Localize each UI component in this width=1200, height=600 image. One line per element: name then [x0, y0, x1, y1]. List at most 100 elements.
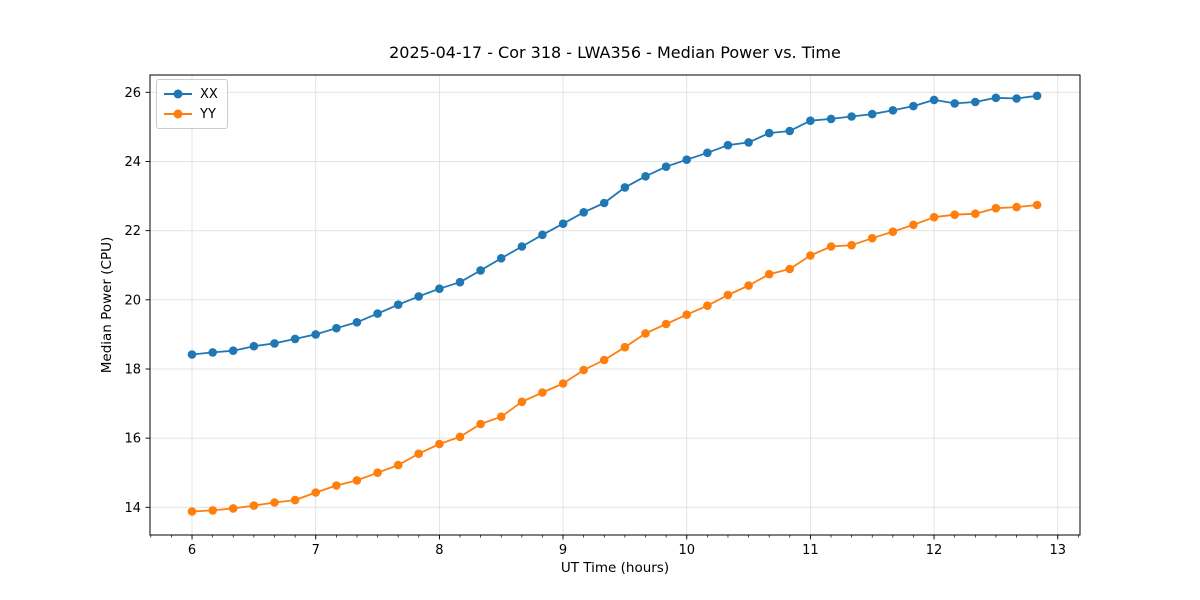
data-point-xx — [991, 93, 1001, 103]
data-point-xx — [208, 348, 217, 357]
data-point-xx — [599, 198, 609, 208]
data-point-xx — [971, 97, 980, 107]
data-point-yy — [620, 342, 630, 352]
data-point-yy — [352, 476, 362, 485]
data-point-xx — [249, 341, 259, 351]
data-point-yy — [723, 290, 733, 300]
data-point-yy — [867, 233, 877, 243]
data-point-xx — [373, 309, 382, 318]
data-point-yy — [558, 379, 568, 388]
data-point-xx — [538, 230, 547, 240]
chart-title: 2025-04-17 - Cor 318 - LWA356 - Median P… — [389, 43, 841, 62]
data-point-yy — [538, 388, 547, 397]
data-point-xx — [393, 300, 403, 310]
x-tick-label: 12 — [926, 543, 943, 558]
data-point-xx — [950, 99, 959, 108]
data-point-xx — [847, 112, 856, 121]
data-point-xx — [764, 128, 774, 138]
data-point-xx — [579, 208, 588, 217]
data-point-yy — [929, 212, 939, 222]
data-point-xx — [290, 334, 300, 344]
data-point-xx — [867, 109, 877, 119]
data-point-yy — [208, 506, 217, 515]
data-point-xx — [414, 292, 424, 301]
data-point-yy — [435, 439, 444, 449]
legend-marker-xx-icon — [164, 89, 192, 100]
data-point-yy — [950, 210, 959, 219]
x-axis-label: UT Time (hours) — [560, 560, 670, 576]
data-point-xx — [744, 138, 753, 147]
data-point-xx — [1032, 91, 1042, 101]
legend-marker-yy-icon — [164, 109, 192, 120]
y-axis-label: Median Power (CPU) — [99, 236, 115, 374]
data-point-xx — [187, 350, 197, 359]
data-point-xx — [826, 114, 836, 124]
y-tick-label: 22 — [124, 224, 141, 239]
data-point-xx — [909, 101, 918, 111]
data-point-xx — [888, 106, 898, 115]
data-point-yy — [599, 355, 609, 365]
data-point-yy — [785, 264, 794, 274]
data-point-yy — [1032, 200, 1042, 210]
y-tick-label: 14 — [124, 501, 141, 516]
data-point-yy — [909, 220, 918, 230]
y-tick-label: 20 — [124, 293, 141, 308]
data-point-xx — [311, 330, 321, 339]
data-point-xx — [270, 339, 279, 348]
axes-spines — [149, 74, 1081, 536]
data-point-xx — [332, 323, 341, 333]
x-tick-label: 13 — [1049, 543, 1066, 558]
x-tick-label: 6 — [188, 543, 196, 558]
data-point-xx — [455, 277, 465, 287]
x-tick-label: 11 — [802, 543, 819, 558]
data-point-yy — [249, 501, 259, 510]
data-point-yy — [991, 203, 1001, 213]
data-point-yy — [641, 329, 650, 338]
data-point-yy — [311, 488, 321, 497]
y-tick-label: 18 — [124, 362, 141, 377]
data-point-yy — [496, 412, 506, 422]
data-point-yy — [826, 242, 836, 251]
x-tick-label: 7 — [312, 543, 320, 558]
data-point-xx — [785, 126, 794, 136]
data-point-xx — [929, 95, 939, 105]
data-point-yy — [847, 240, 856, 250]
data-point-yy — [228, 504, 238, 513]
data-point-yy — [290, 495, 300, 505]
data-point-yy — [517, 397, 527, 407]
data-point-yy — [682, 310, 691, 320]
data-point-xx — [435, 284, 444, 294]
data-point-yy — [661, 319, 671, 329]
data-point-yy — [888, 227, 898, 236]
data-point-yy — [455, 432, 465, 442]
data-point-yy — [414, 449, 424, 459]
data-point-xx — [682, 155, 691, 164]
data-point-xx — [703, 148, 712, 158]
data-point-yy — [764, 269, 774, 279]
legend-item: YY — [164, 104, 218, 124]
data-point-xx — [496, 253, 506, 263]
data-point-xx — [641, 172, 650, 181]
data-point-yy — [332, 481, 341, 490]
data-point-xx — [558, 219, 568, 228]
y-tick-label: 26 — [124, 86, 141, 101]
data-point-xx — [228, 346, 238, 356]
y-tick-label: 16 — [124, 432, 141, 447]
legend-label: YY — [200, 106, 216, 122]
data-point-yy — [393, 460, 403, 470]
legend-item: XX — [164, 84, 218, 104]
data-point-xx — [517, 242, 527, 251]
x-tick-label: 9 — [559, 543, 567, 558]
y-tick-label: 24 — [124, 155, 141, 170]
data-point-yy — [971, 209, 980, 218]
data-point-xx — [661, 162, 671, 171]
x-tick-label: 8 — [435, 543, 443, 558]
data-point-yy — [270, 498, 279, 507]
data-point-yy — [744, 281, 753, 290]
data-point-xx — [476, 266, 485, 275]
series-line-yy — [191, 204, 1038, 513]
x-tick-label: 10 — [678, 543, 695, 558]
data-point-yy — [579, 365, 588, 375]
